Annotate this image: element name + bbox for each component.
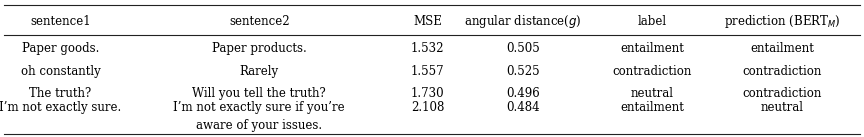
Text: The truth?: The truth? [29, 87, 92, 100]
Text: 0.484: 0.484 [506, 101, 539, 114]
Text: neutral: neutral [760, 101, 804, 114]
Text: sentence1: sentence1 [30, 15, 91, 28]
Text: angular distance($g$): angular distance($g$) [464, 13, 581, 30]
Text: Paper products.: Paper products. [212, 42, 307, 55]
Text: 0.505: 0.505 [505, 42, 540, 55]
Text: MSE: MSE [413, 15, 442, 28]
Text: 1.532: 1.532 [411, 42, 444, 55]
Text: Will you tell the truth?: Will you tell the truth? [193, 87, 326, 100]
Text: entailment: entailment [620, 42, 684, 55]
Text: 0.496: 0.496 [505, 87, 540, 100]
Text: 1.557: 1.557 [411, 65, 444, 78]
Text: Rarely: Rarely [239, 65, 279, 78]
Text: Paper goods.: Paper goods. [22, 42, 99, 55]
Text: prediction (BERT$_M$): prediction (BERT$_M$) [724, 13, 840, 30]
Text: I’m not exactly sure if you’re: I’m not exactly sure if you’re [174, 101, 345, 114]
Text: contradiction: contradiction [613, 65, 692, 78]
Text: sentence2: sentence2 [229, 15, 289, 28]
Text: contradiction: contradiction [742, 87, 822, 100]
Text: 0.525: 0.525 [506, 65, 539, 78]
Text: entailment: entailment [750, 42, 814, 55]
Text: oh constantly: oh constantly [21, 65, 100, 78]
Text: neutral: neutral [631, 87, 674, 100]
Text: contradiction: contradiction [742, 65, 822, 78]
Text: entailment: entailment [620, 101, 684, 114]
Text: I’m not exactly sure.: I’m not exactly sure. [0, 101, 122, 114]
Text: 2.108: 2.108 [411, 101, 444, 114]
Text: label: label [638, 15, 667, 28]
Text: 1.730: 1.730 [411, 87, 444, 100]
Text: aware of your issues.: aware of your issues. [196, 119, 322, 132]
